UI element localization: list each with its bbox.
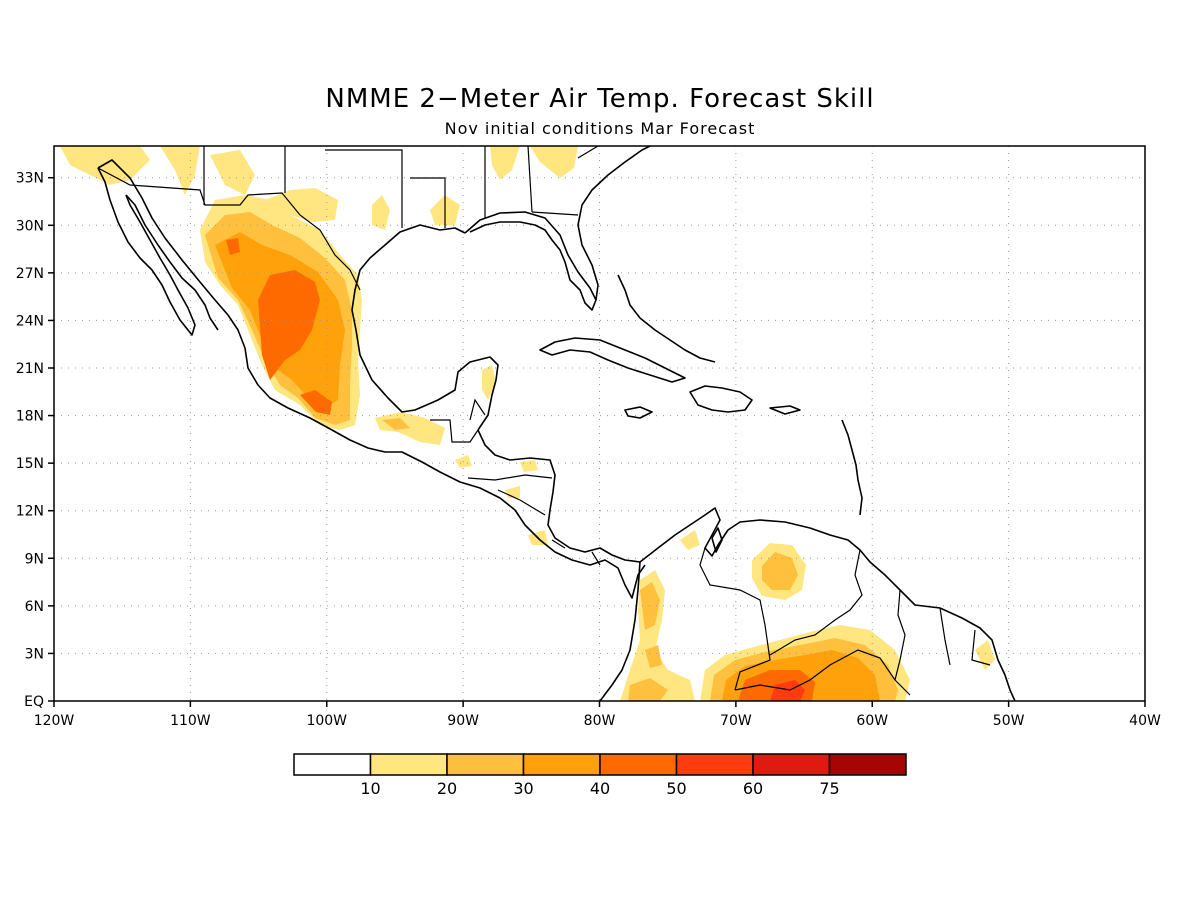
border-us-mexico bbox=[97, 167, 361, 291]
border-us-states-8 bbox=[577, 146, 599, 159]
skill-region-mexico-40b bbox=[300, 390, 332, 415]
lat-tick-label: 9N bbox=[25, 551, 44, 567]
map-title: NMME 2−Meter Air Temp. Forecast Skill bbox=[325, 84, 875, 114]
lon-tick-label: 50W bbox=[993, 713, 1025, 729]
map-area bbox=[54, 146, 1145, 701]
skill-region-honduras-10b bbox=[520, 460, 538, 472]
colorbar: 10 20 30 40 50 60 75 bbox=[293, 753, 907, 798]
lat-tick-label: 27N bbox=[16, 266, 44, 282]
coast-hispaniola bbox=[689, 385, 753, 413]
skill-region-sw-10 bbox=[210, 150, 255, 195]
border-guyana-suriname bbox=[894, 589, 911, 696]
lat-tick-label: 3N bbox=[25, 646, 44, 662]
skill-shading bbox=[60, 146, 995, 701]
coast-puerto-rico bbox=[769, 405, 801, 415]
coast-cuba bbox=[539, 337, 686, 383]
border-us-states-4 bbox=[410, 177, 446, 228]
skill-region-se-10b bbox=[530, 146, 578, 178]
coast-lake-maracaibo bbox=[711, 527, 723, 553]
lon-tick-label: 40W bbox=[1129, 713, 1161, 729]
coast-atlantic-us bbox=[577, 146, 651, 301]
lat-tick-label: 33N bbox=[16, 171, 44, 187]
coast-central-america-east bbox=[477, 429, 641, 563]
skill-region-colombia-10 bbox=[620, 570, 695, 701]
lon-tick-label: 60W bbox=[856, 713, 888, 729]
lon-tick-label: 80W bbox=[584, 713, 616, 729]
skill-region-amazon-50 bbox=[770, 680, 805, 701]
border-suriname-fguiana bbox=[939, 607, 991, 666]
lat-tick-label: 30N bbox=[16, 218, 44, 234]
lat-tick-label: EQ bbox=[24, 694, 44, 710]
border-central-america bbox=[467, 474, 601, 566]
lon-tick-label: 100W bbox=[306, 713, 347, 729]
skill-region-tx-10c bbox=[372, 195, 390, 230]
colorbar-segment bbox=[522, 753, 601, 776]
graticule bbox=[54, 146, 1145, 701]
coast-mexico-west bbox=[97, 159, 646, 599]
lat-tick-label: 21N bbox=[16, 361, 44, 377]
coast-baja bbox=[97, 167, 196, 336]
coast-south-america-north bbox=[639, 507, 1016, 701]
skill-region-guat-20 bbox=[382, 418, 410, 430]
lat-tick-label: 6N bbox=[25, 599, 44, 615]
colorbar-label: 20 bbox=[437, 779, 457, 798]
coast-gulf-west bbox=[351, 224, 499, 431]
border-colombia-venezuela bbox=[699, 547, 771, 691]
skill-region-yucatan-10 bbox=[482, 365, 496, 400]
skill-region-se-10 bbox=[490, 146, 520, 180]
coast-jamaica bbox=[624, 406, 653, 419]
lon-tick-label: 110W bbox=[170, 713, 211, 729]
border-us-states-7 bbox=[531, 211, 579, 216]
longitude-axis: 120W 110W 100W 90W 80W 70W 60W 50W 40W bbox=[34, 701, 1161, 729]
border-belize bbox=[469, 398, 486, 421]
colorbar-label: 50 bbox=[666, 779, 686, 798]
colorbar-segment bbox=[828, 753, 907, 776]
border-brazil bbox=[734, 649, 896, 691]
colorbar-label: 10 bbox=[360, 779, 380, 798]
lat-tick-label: 24N bbox=[16, 313, 44, 329]
latitude-axis: EQ 3N 6N 9N 12N 15N 18N 21N 24N 27N 30N 33N bbox=[16, 171, 54, 710]
border-us-states-6 bbox=[527, 146, 533, 213]
colorbar-segment bbox=[599, 753, 678, 776]
coast-lesser-antilles bbox=[841, 419, 863, 516]
map-subtitle: Nov initial conditions Mar Forecast bbox=[444, 119, 756, 138]
skill-region-guat-10 bbox=[375, 412, 445, 445]
colorbar-label: 40 bbox=[590, 779, 610, 798]
skill-region-colombia-20c bbox=[628, 678, 668, 701]
lon-tick-label: 90W bbox=[447, 713, 479, 729]
border-mexico-guatemala bbox=[430, 419, 479, 443]
lon-tick-label: 70W bbox=[720, 713, 752, 729]
skill-region-texas-10 bbox=[265, 188, 338, 222]
colorbar-label: 75 bbox=[819, 779, 839, 798]
border-us-states-3 bbox=[325, 149, 403, 228]
skill-region-mexico-40 bbox=[258, 270, 320, 380]
colorbar-label: 60 bbox=[743, 779, 763, 798]
lat-tick-label: 18N bbox=[16, 409, 44, 425]
coast-bahamas bbox=[617, 274, 716, 363]
colorbar-segment bbox=[293, 753, 372, 776]
lat-tick-label: 15N bbox=[16, 456, 44, 472]
colorbar-segment bbox=[369, 753, 448, 776]
colorbar-label: 30 bbox=[513, 779, 533, 798]
coast-florida bbox=[464, 211, 597, 311]
skill-region-nw-10b bbox=[160, 146, 200, 195]
skill-region-nw-10 bbox=[60, 146, 150, 185]
coastlines bbox=[97, 146, 1016, 701]
coast-gulf-california bbox=[125, 194, 219, 331]
colorbar-segment bbox=[446, 753, 525, 776]
skill-region-guiana-10 bbox=[975, 640, 995, 670]
skill-region-colombia-20b bbox=[645, 645, 662, 668]
border-venezuela-guyana bbox=[769, 549, 863, 656]
skill-region-col-10 bbox=[680, 530, 700, 550]
skill-region-mexico-40c bbox=[226, 238, 240, 255]
lon-tick-label: 120W bbox=[34, 713, 75, 729]
skill-region-venezuela-20 bbox=[762, 552, 798, 590]
colorbar-segment bbox=[752, 753, 831, 776]
coast-south-america-pacific bbox=[599, 561, 641, 701]
lat-tick-label: 12N bbox=[16, 504, 44, 520]
colorbar-segment bbox=[675, 753, 754, 776]
borders bbox=[97, 146, 991, 696]
